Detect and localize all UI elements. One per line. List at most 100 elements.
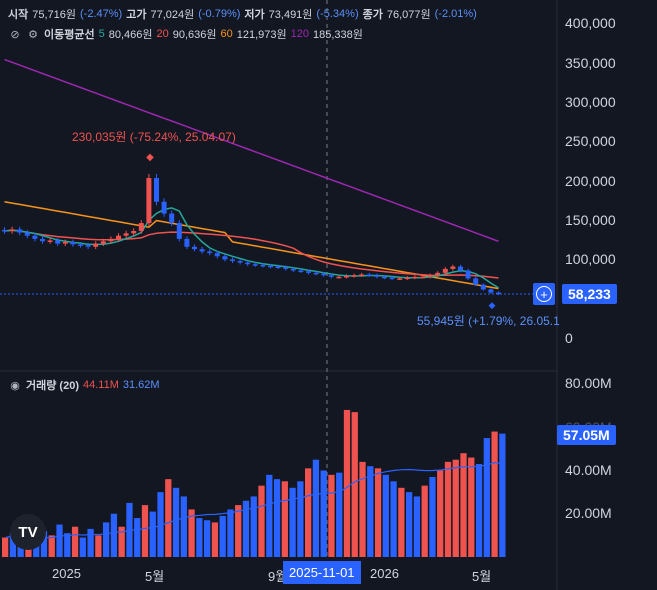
candle-body xyxy=(123,233,129,236)
candle-body xyxy=(290,268,296,271)
add-alert-button[interactable]: + xyxy=(533,283,555,305)
volume-bar xyxy=(491,431,498,557)
volume-bar xyxy=(351,412,358,557)
candle-body xyxy=(17,229,23,233)
volume-ma-value: 31.62M xyxy=(122,379,160,391)
open-value: 75,716원 xyxy=(32,9,77,21)
ohlc-legend: 시작 75,716원 (-2.47%) 고가 77,024원 (-0.79%) … xyxy=(8,6,477,22)
volume-bar xyxy=(367,466,374,557)
plus-circle-icon: + xyxy=(536,286,552,302)
candle-body xyxy=(108,238,114,242)
volume-bar xyxy=(242,500,250,557)
volume-bar xyxy=(157,492,164,557)
ma60-period: 60 xyxy=(220,28,233,40)
candle-body xyxy=(488,289,494,293)
volume-bar xyxy=(328,474,335,557)
volume-bar xyxy=(336,472,343,557)
volume-bar xyxy=(64,533,71,557)
visibility-toggle-icon[interactable]: ◉ xyxy=(10,379,20,392)
volume-bar xyxy=(2,537,9,557)
volume-bar xyxy=(429,476,436,557)
tradingview-logo-icon[interactable]: TV xyxy=(10,514,46,550)
close-label: 종가 xyxy=(362,9,383,21)
candle-body xyxy=(230,259,235,261)
time-axis-label: 2025 xyxy=(52,566,81,581)
ma120-value: 185,338원 xyxy=(313,29,363,41)
ma20-value: 90,636원 xyxy=(172,29,217,41)
settings-gear-icon[interactable]: ⚙ xyxy=(28,28,38,41)
volume-bar xyxy=(312,459,320,557)
volume-bar xyxy=(134,518,141,557)
candle-body xyxy=(275,266,281,269)
candle-body xyxy=(480,284,486,290)
low-label: 저가 xyxy=(244,9,265,21)
candle-body xyxy=(435,272,441,276)
candle-body xyxy=(184,238,190,247)
price-axis-label: 100,000 xyxy=(565,251,616,267)
volume-bar xyxy=(406,492,413,557)
volume-bar xyxy=(196,518,203,557)
high-label: 고가 xyxy=(126,9,147,21)
volume-bar xyxy=(250,496,257,557)
candle-body xyxy=(344,276,349,278)
candle-body xyxy=(306,271,311,273)
volume-bar xyxy=(141,505,149,557)
candle-body xyxy=(420,276,425,279)
visibility-toggle-icon[interactable]: ⊘ xyxy=(10,28,20,41)
candle-body xyxy=(374,275,380,277)
current-price-badge: 58,233 xyxy=(562,284,617,304)
candle-body xyxy=(473,278,479,285)
volume-bar xyxy=(172,487,180,557)
candle-body xyxy=(465,270,471,279)
candle-body xyxy=(131,230,137,234)
volume-bar xyxy=(320,470,327,557)
volume-bar xyxy=(56,524,63,557)
volume-bar xyxy=(305,468,312,557)
volume-value: 44.11M xyxy=(82,379,119,391)
candle-body xyxy=(351,275,357,277)
price-axis-label: 250,000 xyxy=(565,133,616,149)
volume-bar xyxy=(118,526,125,557)
volume-bar xyxy=(103,522,110,557)
candle-body xyxy=(397,278,403,280)
volume-bars xyxy=(2,409,506,557)
volume-bar xyxy=(258,485,265,557)
candle-body xyxy=(252,264,258,266)
candle-body xyxy=(450,266,456,269)
low-annotation: 55,945원 (+1.79%, 26.05.1 xyxy=(417,314,560,328)
candle-body xyxy=(389,277,395,280)
candle-body xyxy=(366,274,372,276)
close-value: 76,077원 xyxy=(386,9,431,21)
volume-bar xyxy=(374,468,382,557)
high-value: 77,024원 xyxy=(150,9,195,21)
volume-bar xyxy=(499,433,506,557)
volume-bar xyxy=(9,533,17,557)
volume-bar xyxy=(359,461,366,557)
candle-body xyxy=(40,238,45,242)
candle-body xyxy=(62,242,68,244)
price-axis-label: 300,000 xyxy=(565,94,616,110)
candle-body xyxy=(222,256,228,260)
volume-bar xyxy=(413,496,421,557)
volume-bar xyxy=(87,528,94,557)
candle-body xyxy=(336,276,342,279)
volume-bar xyxy=(219,515,226,557)
volume-bar xyxy=(289,487,296,557)
volume-bar xyxy=(180,496,187,557)
volume-bar xyxy=(343,409,351,557)
volume-bar xyxy=(452,459,459,557)
candle-body xyxy=(458,266,463,271)
candle-body xyxy=(260,264,266,267)
ma20-period: 20 xyxy=(156,28,169,40)
candle-body xyxy=(32,235,38,239)
volume-bar xyxy=(437,470,444,557)
volume-bar xyxy=(227,509,234,557)
price-axis-label: 200,000 xyxy=(565,173,616,189)
candlesticks xyxy=(2,174,501,296)
time-axis-label: 9월 xyxy=(268,569,288,584)
volume-bar xyxy=(71,526,79,557)
price-axis-label: 350,000 xyxy=(565,55,616,71)
volume-bar xyxy=(149,511,156,557)
candle-body xyxy=(78,244,83,246)
